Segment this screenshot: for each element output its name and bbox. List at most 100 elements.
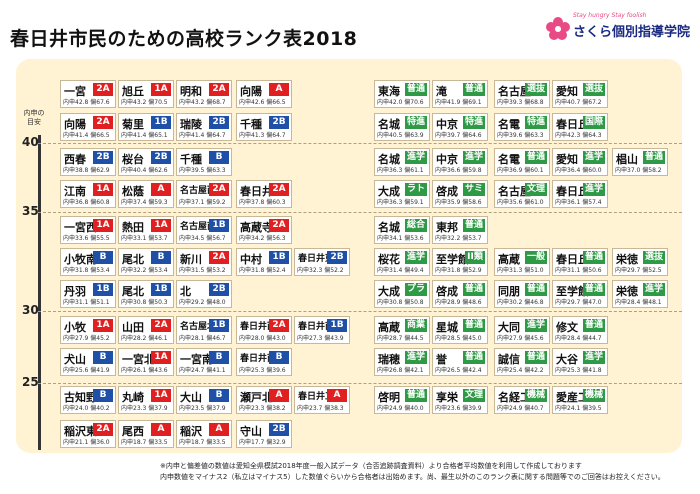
school-name: 愛産工 (556, 391, 589, 404)
school-name: 千種 (240, 118, 262, 131)
score-text: 内申41.4 偏65.1 (121, 132, 168, 139)
school-card: 旭丘 1A 内申43.2 偏70.5 (118, 80, 174, 108)
course-badge: 商業 (404, 319, 427, 332)
school-name: 名古屋北 (180, 322, 217, 332)
school-card: 名電 普通 内申36.9 偏60.1 (494, 148, 550, 176)
school-name: 名城 (378, 221, 400, 234)
school-name: 旭丘 (122, 85, 144, 98)
school-card: 大山 B 内申23.5 偏37.9 (176, 386, 232, 414)
course-badge: 普通 (462, 219, 485, 232)
school-card: 千種 B 内申39.5 偏63.3 (176, 148, 232, 176)
school-name: 一宮 (64, 85, 86, 98)
school-card: 春日丘 国際 内申42.3 偏64.3 (552, 113, 608, 141)
school-name: 修文 (556, 321, 578, 334)
logo: Stay hungry Stay foolish さくら個別指導学院 (545, 12, 695, 46)
school-name: 啓明 (378, 391, 400, 404)
school-card: 小牧 1A 内申27.9 偏45.2 (60, 316, 116, 344)
course-badge: A (209, 423, 229, 436)
course-badge: 1A (93, 319, 113, 332)
school-card: 尾西 A 内申18.7 偏33.5 (118, 420, 174, 448)
course-badge: 一般 (524, 251, 547, 264)
school-name: 中京 (436, 153, 458, 166)
school-card: 名経工 機械 内申24.9 偏40.7 (494, 386, 550, 414)
tick-35: 35 (22, 204, 39, 218)
school-name: 名電 (498, 118, 520, 131)
course-badge: 2A (93, 83, 113, 96)
score-text: 内申26.8 偏42.1 (377, 367, 424, 374)
school-name: 大山 (180, 391, 202, 404)
score-text: 内申27.9 偏45.6 (497, 335, 544, 342)
school-card: 春日井東 2B 内申32.3 偏52.2 (294, 248, 350, 276)
school-name: 向陽 (240, 85, 262, 98)
school-card: 東海 普通 内申42.0 偏70.6 (374, 80, 430, 108)
score-text: 内申36.3 偏61.1 (377, 167, 424, 174)
school-card: 北 2B 内申29.2 偏48.0 (176, 280, 232, 308)
course-badge: 2B (269, 116, 289, 129)
gridline-35 (38, 212, 682, 213)
course-badge: 2A (269, 183, 289, 196)
school-name: 犬山 (64, 353, 86, 366)
school-card: 大同 進学 内申27.9 偏45.6 (494, 316, 550, 344)
school-card: 古知野 B 内申24.0 偏40.2 (60, 386, 116, 414)
school-name: 明和 (180, 85, 202, 98)
school-card: 西春 2B 内申38.8 偏62.9 (60, 148, 116, 176)
score-text: 内申33.6 偏55.5 (63, 235, 110, 242)
school-card: 尾北 1B 内申30.8 偏50.3 (118, 280, 174, 308)
school-name: 丹羽 (64, 285, 86, 298)
school-card: 中京 特進 内申39.7 偏64.6 (432, 113, 488, 141)
school-card: 名古屋西 2A 内申37.1 偏59.2 (176, 180, 232, 208)
score-text: 内申25.4 偏42.2 (497, 367, 544, 374)
school-card: 新川 2A 内申31.5 偏53.2 (176, 248, 232, 276)
score-text: 内申28.0 偏43.0 (239, 335, 286, 342)
school-name: 高蔵 (498, 253, 520, 266)
school-name: 名古屋南 (180, 222, 217, 232)
school-card: 山田 2A 内申28.2 偏46.1 (118, 316, 174, 344)
school-card: 尾北 B 内申32.2 偏53.4 (118, 248, 174, 276)
school-name: 栄徳 (616, 253, 638, 266)
school-name: 享栄 (436, 391, 458, 404)
score-text: 内申37.0 偏58.2 (615, 167, 662, 174)
school-card: 瀬戸北 A 内申23.3 偏38.2 (236, 386, 292, 414)
course-badge: 2A (151, 319, 171, 332)
score-text: 内申41.9 偏69.1 (435, 99, 482, 106)
school-card: 享栄 文理 内申23.6 偏39.9 (432, 386, 488, 414)
course-badge: 2B (327, 251, 347, 264)
course-badge: サミ (462, 183, 485, 196)
school-card: 大谷 進学 内申25.3 偏41.8 (552, 348, 608, 376)
score-text: 内申32.2 偏53.7 (435, 235, 482, 242)
school-card: 春日井西 2A 内申28.0 偏43.0 (236, 316, 292, 344)
school-name: 栄徳 (616, 285, 638, 298)
school-name: 春日丘 (556, 185, 589, 198)
course-badge: 1B (269, 251, 289, 264)
school-name: 尾北 (122, 285, 144, 298)
score-text: 内申36.9 偏60.1 (497, 167, 544, 174)
tick-30: 30 (22, 303, 39, 317)
school-card: 熱田 1A 内申33.1 偏53.7 (118, 216, 174, 244)
school-name: 名古屋西 (180, 186, 217, 196)
school-name: 一宮北 (122, 353, 155, 366)
course-badge: 特進 (524, 116, 547, 129)
school-name: 春日丘 (556, 253, 589, 266)
score-text: 内申31.1 偏51.1 (63, 299, 110, 306)
course-badge: 2A (269, 319, 289, 332)
score-text: 内申24.0 偏40.2 (63, 405, 110, 412)
score-text: 内申30.8 偏50.8 (377, 299, 424, 306)
school-card: 稲沢東 2A 内申21.1 偏36.0 (60, 420, 116, 448)
school-name: 瑞陵 (180, 118, 202, 131)
school-card: 稲沢 A 内申18.7 偏33.5 (176, 420, 232, 448)
score-text: 内申26.1 偏43.6 (121, 367, 168, 374)
course-badge: II類 (465, 251, 485, 264)
school-name: 名古屋 (498, 85, 531, 98)
score-text: 内申34.5 偏56.7 (179, 235, 226, 242)
score-text: 内申24.9 偏40.0 (377, 405, 424, 412)
tick-40: 40 (22, 135, 39, 149)
school-card: 桜台 2B 内申40.4 偏62.6 (118, 148, 174, 176)
course-badge: B (209, 389, 229, 402)
school-card: 誠信 普通 内申25.4 偏42.2 (494, 348, 550, 376)
school-card: 桜花 進学 内申31.4 偏49.4 (374, 248, 430, 276)
school-card: 栄徳 選抜 内申29.7 偏52.5 (612, 248, 668, 276)
course-badge: 総合 (404, 219, 427, 232)
course-badge: 普通 (462, 319, 485, 332)
course-badge: 選抜 (642, 251, 665, 264)
score-text: 内申32.3 偏52.2 (297, 267, 344, 274)
